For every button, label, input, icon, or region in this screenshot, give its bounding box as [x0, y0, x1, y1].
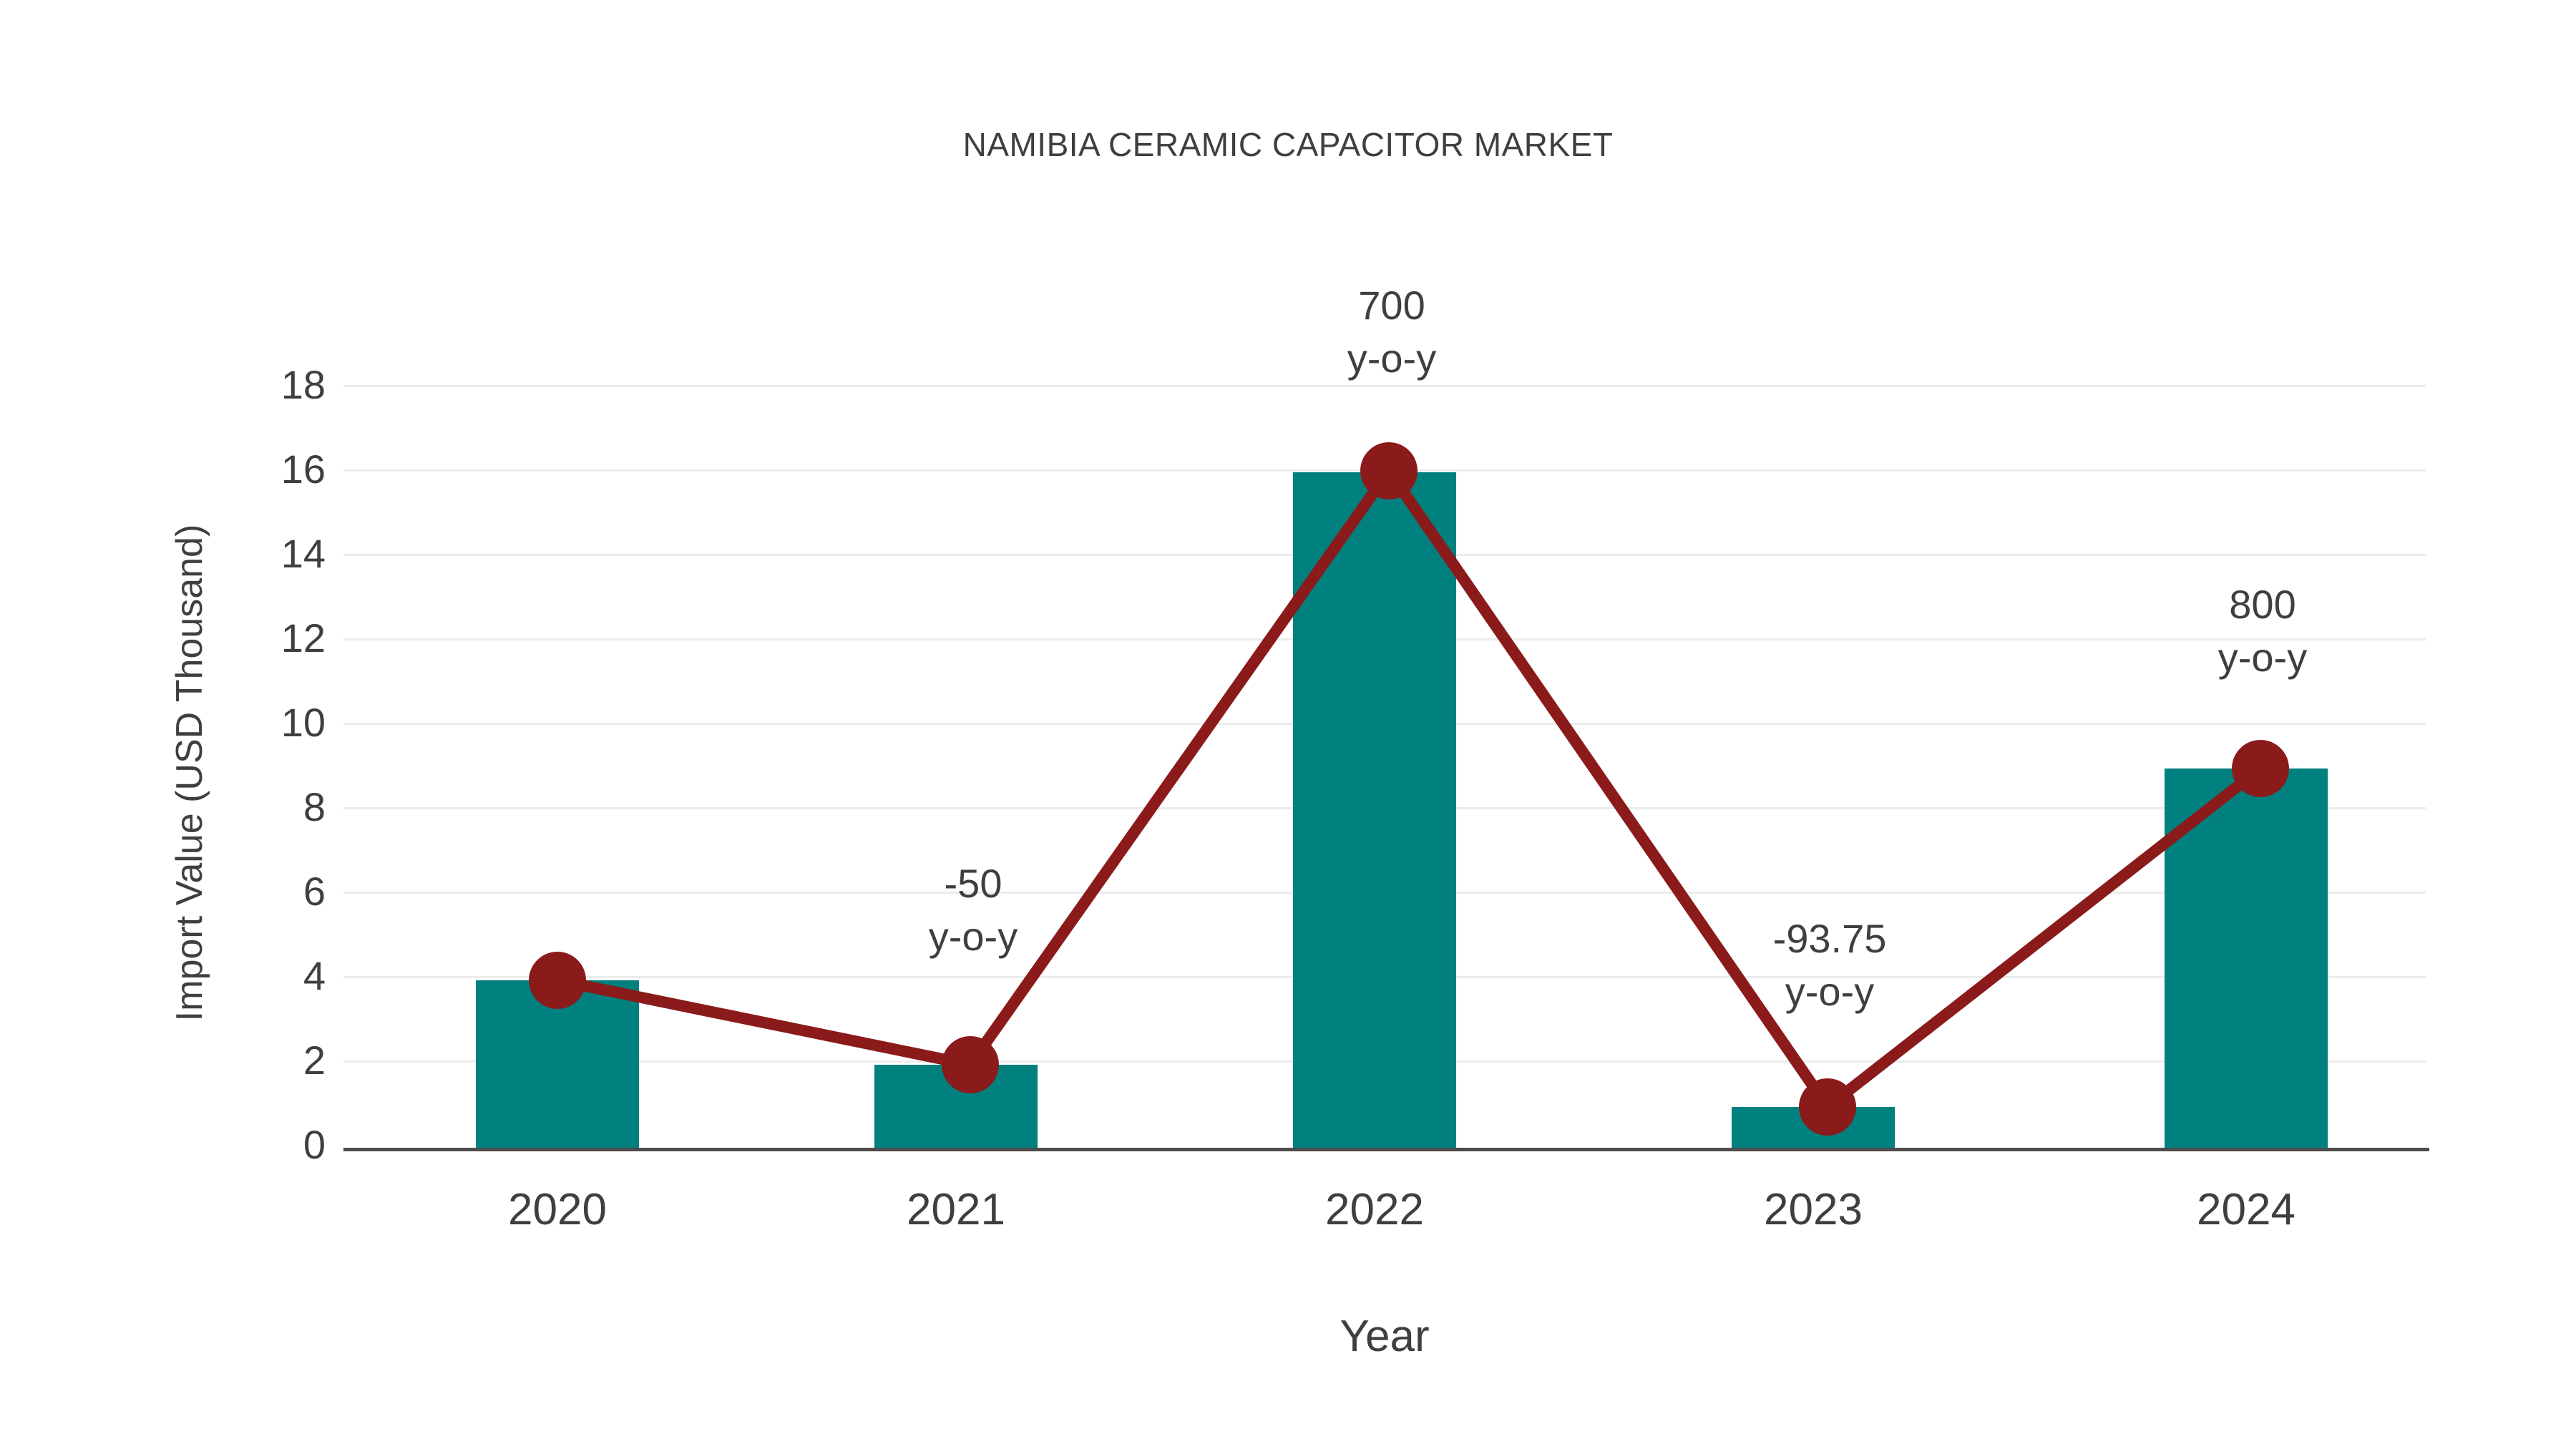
chart-title: NAMIBIA CERAMIC CAPACITOR MARKET [962, 126, 1614, 163]
annotation-2023-value: -93.75 [1772, 916, 1887, 961]
gridline-18 [343, 385, 2426, 387]
bar-2021[interactable] [874, 1065, 1038, 1149]
x-axis-title: Year [1340, 1312, 1430, 1361]
x-tick-label-2021: 2021 [907, 1185, 1005, 1234]
plot-area [343, 372, 2426, 1152]
annotation-2023: -93.75 y-o-y [1644, 912, 2016, 1018]
annotation-2022-value: 700 [1358, 283, 1425, 328]
annotation-2021-value: -50 [944, 861, 1002, 906]
annotation-2024-unit: y-o-y [2218, 634, 2308, 680]
annotation-2023-unit: y-o-y [1785, 968, 1875, 1014]
bar-2024[interactable] [2165, 769, 2328, 1149]
annotation-2024-value: 800 [2229, 582, 2296, 627]
x-tick-label-2020: 2020 [508, 1185, 607, 1234]
annotation-2021: -50 y-o-y [787, 857, 1159, 963]
y-axis-title: Import Value (USD Thousand) [169, 524, 210, 1022]
annotation-2021-unit: y-o-y [928, 913, 1018, 959]
gridline-16 [343, 469, 2426, 472]
x-tick-label-2022: 2022 [1325, 1185, 1424, 1234]
bar-2020[interactable] [476, 980, 639, 1149]
bar-2023[interactable] [1732, 1107, 1895, 1149]
x-tick-label-2024: 2024 [2197, 1185, 2296, 1234]
annotation-2022-unit: y-o-y [1347, 335, 1437, 381]
annotation-2024: 800 y-o-y [2077, 578, 2449, 684]
annotation-2022: 700 y-o-y [1206, 279, 1578, 385]
bar-2022[interactable] [1293, 472, 1456, 1149]
x-axis-line [343, 1148, 2429, 1151]
x-tick-label-2023: 2023 [1764, 1185, 1863, 1234]
